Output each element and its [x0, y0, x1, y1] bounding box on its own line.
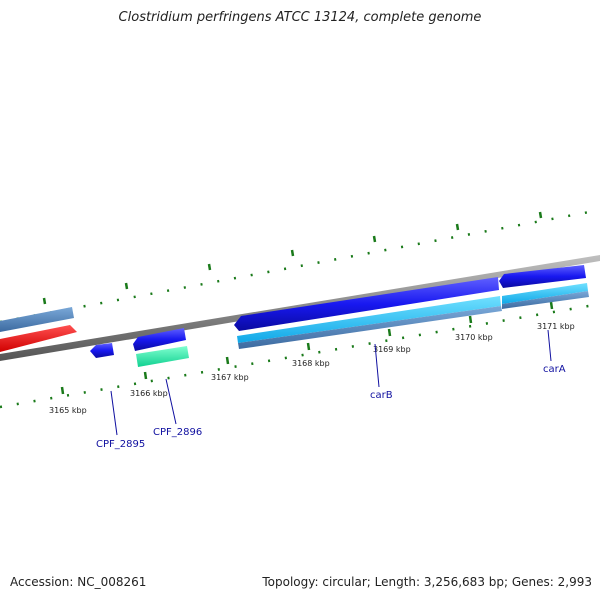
- gene-carb-steel[interactable]: [238, 306, 502, 349]
- gene-label-cpf2895[interactable]: CPF_2895: [96, 439, 145, 450]
- tick-label-3165: 3165 kbp: [49, 406, 87, 415]
- gene-label-cara[interactable]: carA: [543, 364, 566, 375]
- gene-cara-arrow[interactable]: [499, 265, 586, 288]
- gene-label-carb[interactable]: carB: [370, 390, 393, 401]
- label-line-carb: [374, 343, 380, 388]
- label-line-cara: [547, 329, 552, 362]
- gene-carb-cyan[interactable]: [237, 296, 501, 343]
- tick-label-3167: 3167 kbp: [211, 373, 249, 382]
- gene-cpf2896-green[interactable]: [136, 346, 189, 367]
- gene-cpf2896-arrow[interactable]: [133, 328, 186, 351]
- gene-cara-cyan[interactable]: [502, 283, 588, 304]
- tick-label-3170: 3170 kbp: [455, 333, 493, 342]
- tick-label-3168: 3168 kbp: [292, 359, 330, 368]
- accession-text: Accession: NC_008261: [10, 575, 147, 589]
- gene-cpf2895-arrow[interactable]: [90, 343, 114, 358]
- gene-cara-steel[interactable]: [502, 291, 589, 309]
- gene-steelblue-forward[interactable]: [0, 307, 74, 332]
- gene-red-forward[interactable]: [0, 325, 77, 352]
- label-line-cpf2895: [110, 390, 118, 436]
- gene-carb-arrow[interactable]: [234, 277, 499, 331]
- tick-label-3166: 3166 kbp: [130, 389, 168, 398]
- gene-label-cpf2896[interactable]: CPF_2896: [153, 427, 202, 438]
- major-ticks: [42, 211, 554, 395]
- genome-summary-text: Topology: circular; Length: 3,256,683 bp…: [262, 575, 592, 589]
- map-title: Clostridium perfringens ATCC 13124, comp…: [118, 10, 482, 25]
- tick-label-3171: 3171 kbp: [537, 322, 575, 331]
- tick-label-3169: 3169 kbp: [373, 345, 411, 354]
- label-line-cpf2896: [165, 378, 177, 425]
